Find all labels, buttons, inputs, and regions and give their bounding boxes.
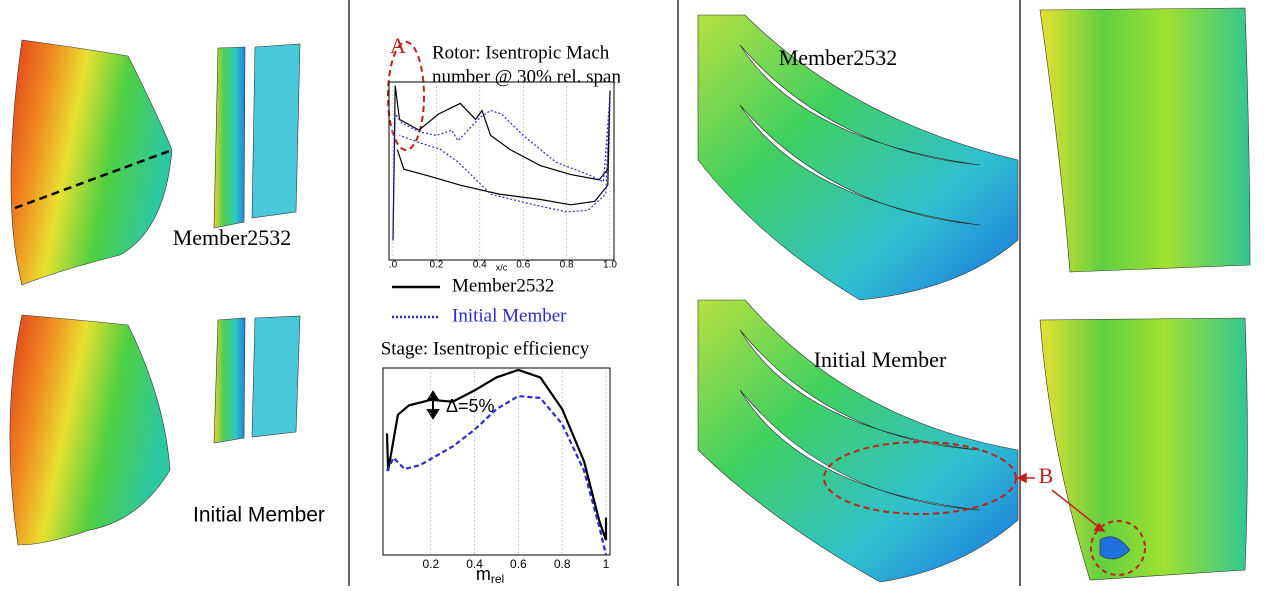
chart-title: Rotor: Isentropic Mach <box>432 42 610 63</box>
legend-label: Member2532 <box>452 275 554 296</box>
highlight <box>1090 520 1146 576</box>
plot-frame <box>388 81 615 261</box>
x-tick-label: 0.6 <box>516 260 530 271</box>
label: Initial Member <box>814 347 947 372</box>
plot-frame <box>382 367 611 556</box>
label: Member2532 <box>173 225 292 250</box>
label: Member2532 <box>779 45 898 70</box>
line-series <box>392 85 611 241</box>
legend-label: Initial Member <box>452 305 567 326</box>
x-tick-label: 0.2 <box>429 260 443 271</box>
x-tick-label: 0.4 <box>473 260 487 271</box>
highlight <box>823 441 1017 515</box>
x-label-sub: rel <box>491 572 504 586</box>
x-tick-label: 0.6 <box>510 557 527 571</box>
x-tick-label: 0.2 <box>422 557 439 571</box>
dividers <box>348 0 1021 586</box>
highlight <box>387 41 425 151</box>
x-tick-label: 1.0 <box>603 260 617 271</box>
chart-subtitle: number @ 30% rel. span <box>432 66 621 87</box>
line-series <box>386 394 608 556</box>
x-axis-label: x/c <box>496 262 508 272</box>
chart-title: Stage: Isentropic efficiency <box>381 338 590 359</box>
label: Initial Member <box>193 504 325 527</box>
x-tick-label: .0 <box>389 260 398 271</box>
x-tick-label: 0.8 <box>560 260 574 271</box>
right-contours <box>1039 7 1251 581</box>
x-tick-label: 1 <box>603 557 610 571</box>
b-pointers <box>1016 472 1106 532</box>
cascade-contours <box>697 14 1019 583</box>
left-contours <box>9 39 301 546</box>
x-tick-label: 0.8 <box>554 557 571 571</box>
annotation: Δ=5% <box>446 396 495 416</box>
marker-label: B <box>1039 463 1054 488</box>
line-series <box>385 368 608 541</box>
marker-label: A <box>390 33 406 58</box>
line-series <box>392 94 611 241</box>
x-tick-label: 0.4 <box>466 557 483 571</box>
x-axis-label: mrel <box>476 564 504 586</box>
delta-arrow <box>426 390 440 420</box>
x-label-main: m <box>476 564 491 584</box>
